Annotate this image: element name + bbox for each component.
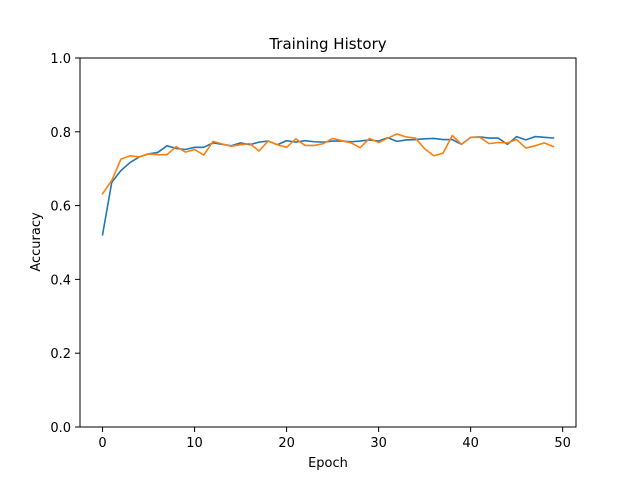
y-tick-label: 0.8 bbox=[50, 126, 71, 141]
x-tick-label: 50 bbox=[554, 436, 571, 451]
y-tick-label: 0.4 bbox=[50, 273, 71, 288]
chart-title: Training History bbox=[268, 35, 386, 53]
x-tick-label: 40 bbox=[462, 436, 479, 451]
x-tick-label: 10 bbox=[186, 436, 203, 451]
y-tick-label: 1.0 bbox=[50, 52, 71, 67]
x-axis-ticks: 0 10 20 30 40 50 bbox=[98, 427, 571, 451]
plot-lines bbox=[101, 133, 555, 236]
plot-frame bbox=[79, 57, 577, 428]
y-axis-label: Accuracy bbox=[29, 212, 44, 272]
x-tick-label: 20 bbox=[278, 436, 295, 451]
series-line-2 bbox=[101, 133, 555, 195]
y-tick-label: 0.2 bbox=[50, 347, 71, 362]
x-axis-label: Epoch bbox=[308, 456, 348, 471]
x-tick-label: 0 bbox=[98, 436, 106, 451]
y-tick-label: 0.0 bbox=[50, 421, 71, 436]
x-tick-label: 30 bbox=[370, 436, 387, 451]
y-axis-ticks: 0.0 0.2 0.4 0.6 0.8 1.0 bbox=[50, 52, 80, 436]
y-tick-label: 0.6 bbox=[50, 200, 71, 215]
